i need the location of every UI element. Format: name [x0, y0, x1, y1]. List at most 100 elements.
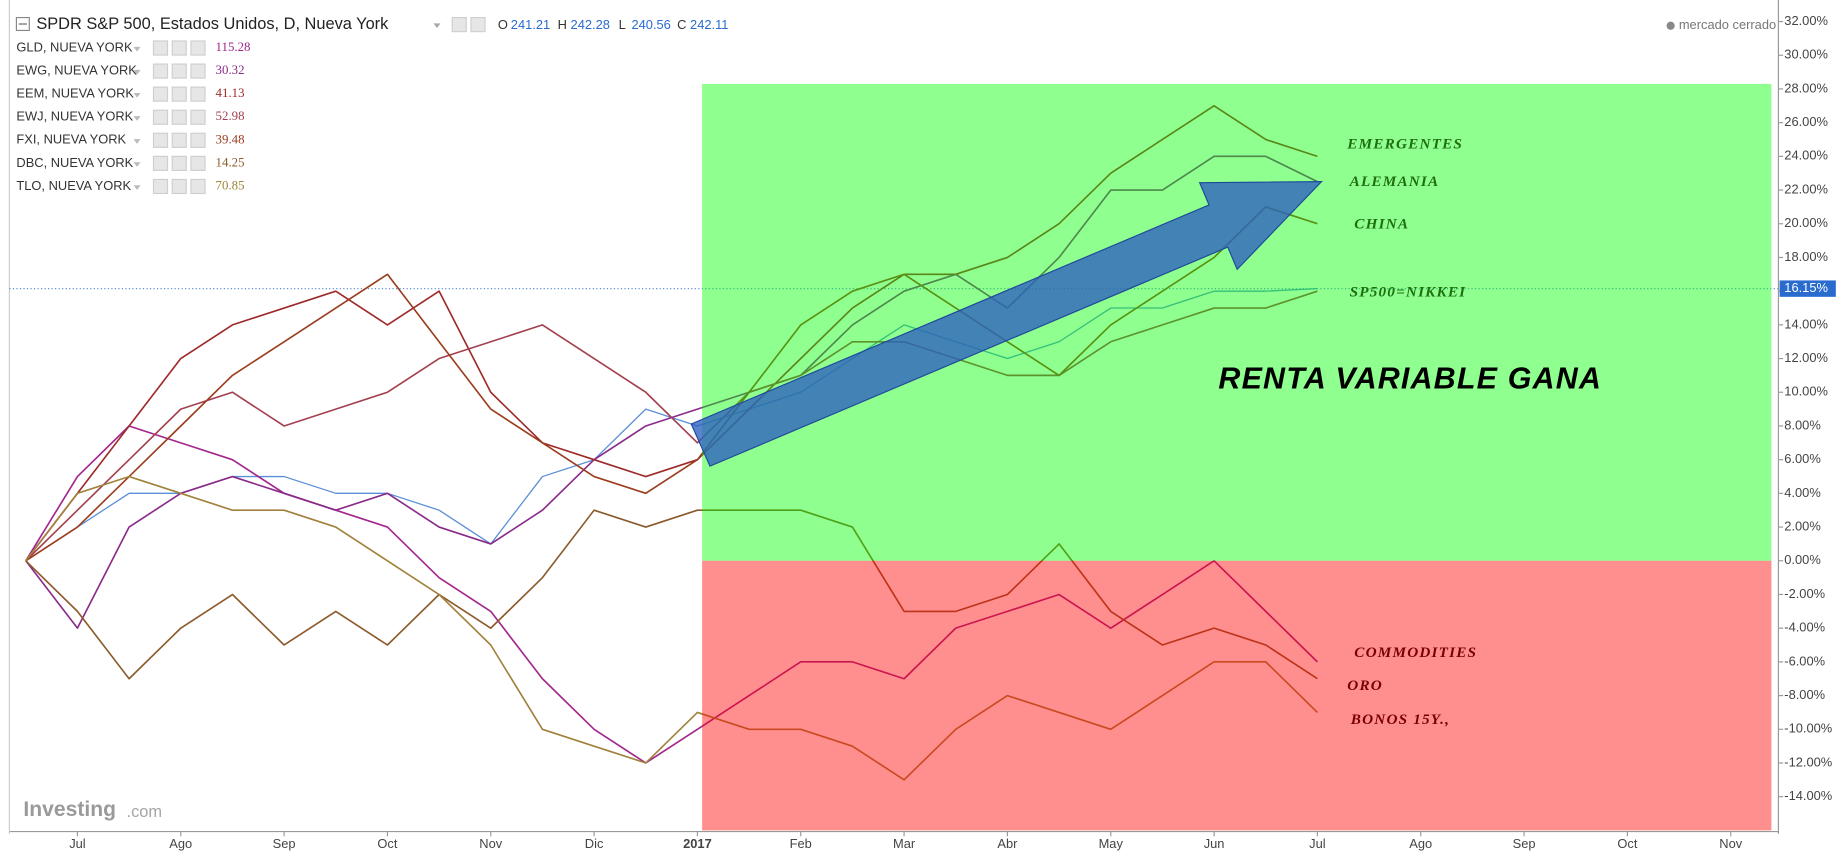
remove-icon[interactable] [190, 132, 206, 148]
shaded-regions [702, 83, 1772, 831]
settings-icon[interactable] [171, 86, 187, 102]
y-tick-label: 8.00% [1784, 417, 1821, 432]
x-tick-label: Feb [790, 836, 812, 851]
ohlc-value: 242.28 [571, 17, 610, 32]
annotation: BONOS 15Y., [1350, 711, 1450, 728]
annotation: CHINA [1354, 215, 1409, 232]
shaded-region [702, 83, 1772, 561]
remove-icon[interactable] [190, 178, 206, 195]
legend-name: EWG, NUEVA YORK [16, 63, 137, 78]
remove-icon[interactable] [190, 86, 206, 102]
shaded-region [702, 560, 1772, 831]
legend-name: GLD, NUEVA YORK [16, 39, 133, 54]
x-tick-label: Sep [1513, 836, 1536, 851]
y-tick-label: -2.00% [1784, 586, 1825, 601]
series-line [25, 475, 1318, 781]
annotation: ORO [1347, 677, 1383, 694]
legend-price: 70.85 [216, 178, 245, 192]
settings-icon[interactable] [171, 132, 187, 148]
annotation: ALEMANIA [1349, 173, 1440, 190]
settings-icon[interactable] [171, 109, 187, 125]
x-tick-label: Sep [273, 836, 296, 851]
ohlc-label: C [677, 17, 686, 32]
dropdown-caret[interactable] [133, 139, 141, 144]
dropdown-caret[interactable] [133, 185, 141, 190]
x-tick-label: Nov [1719, 836, 1742, 851]
ohlc-label: O [498, 17, 508, 32]
dropdown-caret[interactable] [133, 46, 141, 52]
last-value-badge [1779, 280, 1836, 297]
dropdown-caret[interactable] [133, 116, 141, 121]
y-tick-label: -6.00% [1784, 653, 1825, 668]
settings-icon[interactable] [152, 155, 169, 171]
legend-price: 30.32 [216, 63, 245, 77]
x-tick-label: Jul [69, 836, 85, 851]
settings-icon[interactable] [152, 178, 169, 195]
legend-name: TLO, NUEVA YORK [16, 178, 131, 193]
settings-icon[interactable] [152, 109, 169, 125]
dropdown-caret[interactable] [133, 92, 141, 98]
dropdown-caret[interactable] [433, 23, 441, 29]
overlay: EMERGENTES ALEMANIA CHINA SP500=NIKKEI R… [690, 136, 1602, 728]
y-tick-label: 18.00% [1784, 249, 1828, 264]
x-tick-label: Oct [1617, 836, 1637, 851]
y-tick-label: 10.00% [1784, 384, 1828, 399]
main-series-name: SPDR S&P 500, Estados Unidos, D, Nueva Y… [36, 15, 389, 33]
x-tick-label: Abr [997, 836, 1018, 851]
ohlc-value: 241.21 [511, 17, 550, 32]
ohlc-label: H [558, 17, 567, 32]
remove-icon[interactable] [190, 109, 206, 125]
y-tick-label: -8.00% [1784, 687, 1825, 702]
series-line [25, 206, 1318, 562]
y-tick-label: 0.00% [1784, 552, 1821, 567]
settings-icon[interactable] [171, 40, 187, 56]
brand-logo-suffix: .com [127, 803, 163, 821]
y-tick-label: 22.00% [1784, 181, 1828, 196]
y-tick-label: -14.00% [1784, 788, 1832, 803]
x-tick-label: Jul [1309, 836, 1325, 851]
dropdown-caret[interactable] [133, 162, 141, 167]
remove-icon[interactable] [190, 63, 206, 79]
legend-price: 39.48 [216, 132, 245, 146]
settings-icon[interactable] [152, 86, 169, 102]
x-tick-label: Ago [1409, 836, 1432, 851]
settings-icon[interactable] [171, 155, 187, 171]
series-line [25, 509, 1318, 680]
y-tick-label: 12.00% [1784, 350, 1828, 365]
y-tick-label: -4.00% [1784, 620, 1825, 635]
y-tick-label: 28.00% [1784, 80, 1828, 95]
x-tick-label: Jun [1204, 836, 1225, 851]
x-tick-label: Nov [479, 836, 502, 851]
settings-icon[interactable] [451, 16, 467, 33]
legend-name: EWJ, NUEVA YORK [16, 109, 133, 124]
settings-icon[interactable] [152, 132, 169, 148]
y-tick-label: 32.00% [1784, 13, 1828, 28]
y-tick-label: 14.00% [1784, 316, 1828, 331]
remove-icon[interactable] [190, 40, 206, 56]
ohlc-label: L [619, 17, 626, 32]
annotation-headline: RENTA VARIABLE GANA [1218, 362, 1602, 396]
annotation: COMMODITIES [1354, 644, 1477, 661]
ohlc-value: 242.11 [690, 17, 728, 32]
y-tick-label: -12.00% [1784, 754, 1832, 769]
y-tick-label: 2.00% [1784, 518, 1821, 533]
settings-icon[interactable] [470, 16, 486, 33]
y-tick-label: 24.00% [1784, 148, 1828, 163]
legend-price: 14.25 [216, 155, 245, 169]
legend-name: DBC, NUEVA YORK [16, 155, 133, 170]
x-tick-label: Dic [585, 836, 604, 851]
legend-price: 115.28 [216, 40, 251, 54]
dropdown-caret[interactable] [133, 69, 141, 75]
settings-icon[interactable] [152, 40, 169, 56]
y-tick-label: 26.00% [1784, 114, 1828, 129]
legend-name: EEM, NUEVA YORK [16, 86, 134, 101]
settings-icon[interactable] [152, 63, 169, 79]
y-tick-label: 30.00% [1784, 47, 1828, 62]
settings-icon[interactable] [171, 63, 187, 79]
annotation: SP500=NIKKEI [1350, 283, 1467, 300]
x-tick-label: Ago [169, 836, 192, 851]
settings-icon[interactable] [171, 178, 187, 195]
remove-icon[interactable] [190, 155, 206, 171]
